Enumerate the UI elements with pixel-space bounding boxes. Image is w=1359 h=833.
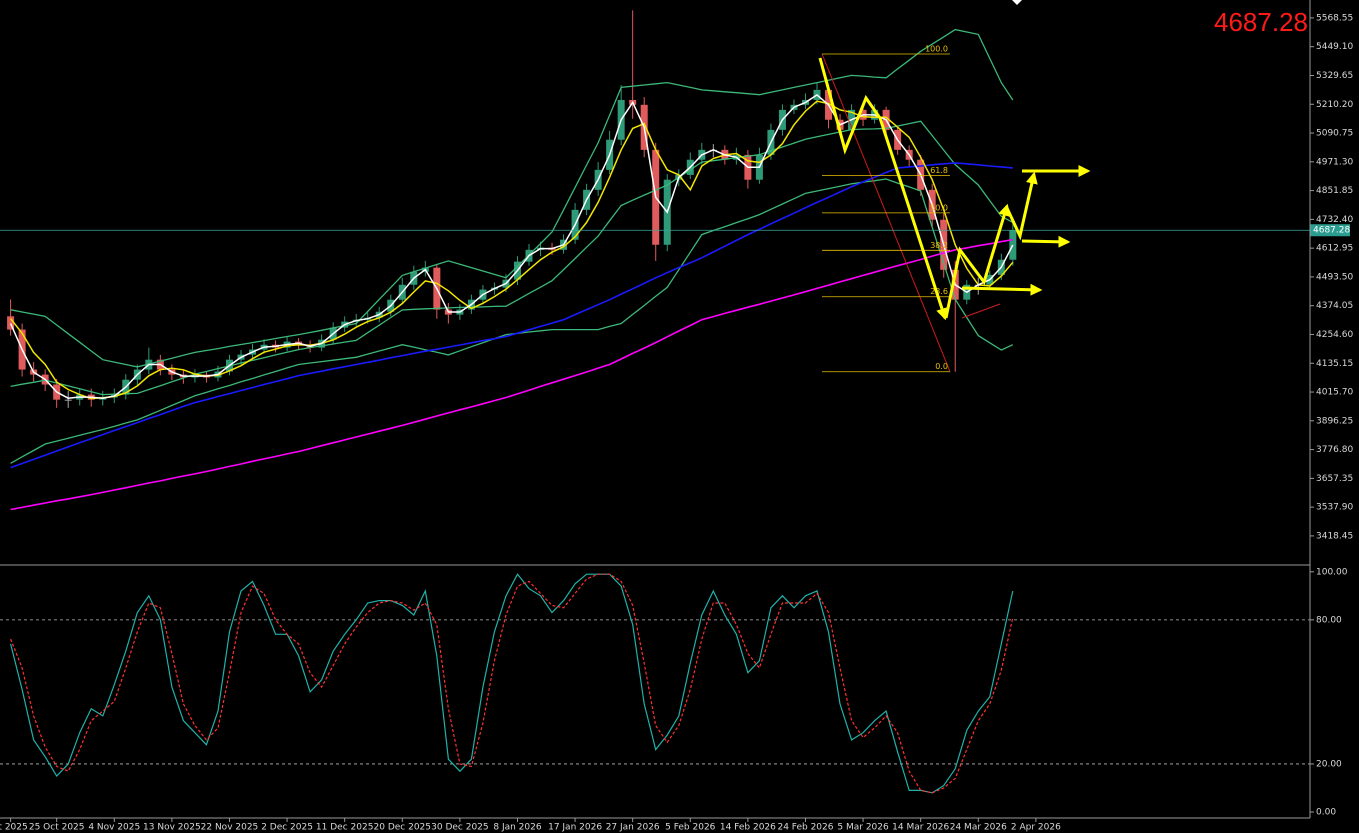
- x-tick-label: 30 Dec 2025: [431, 823, 489, 833]
- indicator-line: [10, 100, 1014, 400]
- x-tick-label: 5 Feb 2026: [665, 823, 716, 833]
- fib-label: 50.0: [930, 203, 948, 212]
- x-tick-label: ct 2025: [0, 823, 28, 833]
- y-tick-label: 4254.60: [1316, 330, 1353, 340]
- y-tick-label: 4493.50: [1316, 272, 1353, 282]
- indicator-line: [10, 573, 1014, 794]
- indicator-line: [10, 120, 1014, 396]
- indicator-line: [10, 162, 1013, 469]
- current-price-display: 4687.28: [1214, 7, 1308, 37]
- current-price-box: [1310, 224, 1350, 237]
- y-tick-label: 5329.65: [1316, 71, 1353, 81]
- fib-label: 61.8: [930, 166, 948, 175]
- y-tick-label: 3537.90: [1316, 503, 1353, 513]
- fib-label: 38.2: [930, 241, 948, 250]
- indicator-line: [10, 573, 1014, 794]
- x-tick-label: 24 Feb 2026: [777, 823, 833, 833]
- x-tick-label: 14 Feb 2026: [720, 823, 776, 833]
- x-tick-label: 2 Apr 2026: [1011, 823, 1061, 833]
- fib-label: 23.6: [930, 287, 948, 296]
- y-tick-label: 80.00: [1316, 615, 1342, 625]
- x-tick-label: 24 Mar 2026: [950, 823, 1007, 833]
- y-tick-label: 4374.05: [1316, 301, 1353, 311]
- x-tick-label: 25 Oct 2025: [29, 823, 85, 833]
- y-tick-label: 5568.55: [1316, 13, 1353, 23]
- indicator-line: [10, 178, 1014, 464]
- indicator-line: [9, 93, 1014, 399]
- stochastic-panel: 100.00 80.00 20.00 0.00: [0, 567, 1348, 817]
- horizontal-arrow: [1021, 235, 1071, 248]
- y-tick-label: 3657.35: [1316, 474, 1353, 484]
- indicator-line: [10, 28, 1014, 368]
- current-price-label: 4687.28: [1313, 226, 1350, 236]
- y-tick-label: 20.00: [1316, 759, 1342, 769]
- x-tick-label: 5 Mar 2026: [837, 823, 889, 833]
- y-tick-label: 4015.70: [1316, 388, 1353, 398]
- zigzag-arrow: [1005, 171, 1038, 241]
- x-tick-label: 22 Nov 2025: [201, 823, 259, 833]
- x-tick-label: 4 Nov 2025: [88, 823, 140, 833]
- horizontal-arrow: [961, 283, 1043, 296]
- y-tick-label: 4971.30: [1316, 157, 1353, 167]
- x-tick-label: 8 Jan 2026: [493, 823, 541, 833]
- trend-line: [961, 303, 1001, 319]
- fib-label: 100.0: [925, 44, 948, 53]
- zigzag-arrow: [818, 57, 948, 321]
- y-tick-label: 3418.45: [1316, 531, 1353, 541]
- fib-label: 0.0: [935, 362, 948, 371]
- indicator-line: [10, 238, 1013, 511]
- candle-body: [7, 316, 15, 330]
- y-tick-label: 5090.75: [1316, 129, 1353, 139]
- y-tick-label: 4135.15: [1316, 359, 1353, 369]
- shift-marker: [1012, 0, 1022, 5]
- y-tick-label: 3896.25: [1316, 416, 1353, 426]
- x-tick-label: 17 Jan 2026: [548, 823, 602, 833]
- price-panel: 5568.55 5449.10 5329.65 5210.20 5090.75 4971.…: [0, 10, 1353, 833]
- x-tick-label: 27 Jan 2026: [606, 823, 660, 833]
- x-tick-label: 13 Nov 2025: [143, 823, 201, 833]
- x-tick-label: 11 Dec 2025: [316, 823, 374, 833]
- y-tick-label: 0.00: [1316, 807, 1336, 817]
- candle-body: [64, 399, 72, 401]
- y-tick-label: 4851.85: [1316, 186, 1353, 196]
- drawings: [818, 0, 1091, 321]
- candle-body: [1009, 230, 1017, 260]
- x-tick-label: 2 Dec 2025: [261, 823, 313, 833]
- y-tick-label: 100.00: [1316, 567, 1348, 577]
- y-tick-label: 5210.20: [1316, 100, 1353, 110]
- x-tick-label: 20 Dec 2025: [374, 823, 432, 833]
- y-tick-label: 3776.80: [1316, 445, 1353, 455]
- zigzag-arrow: [944, 203, 1010, 319]
- y-tick-label: 5449.10: [1316, 42, 1353, 52]
- x-tick-label: 14 Mar 2026: [892, 823, 949, 833]
- y-tick-label: 4732.40: [1316, 215, 1353, 225]
- y-tick-label: 4612.95: [1316, 244, 1353, 254]
